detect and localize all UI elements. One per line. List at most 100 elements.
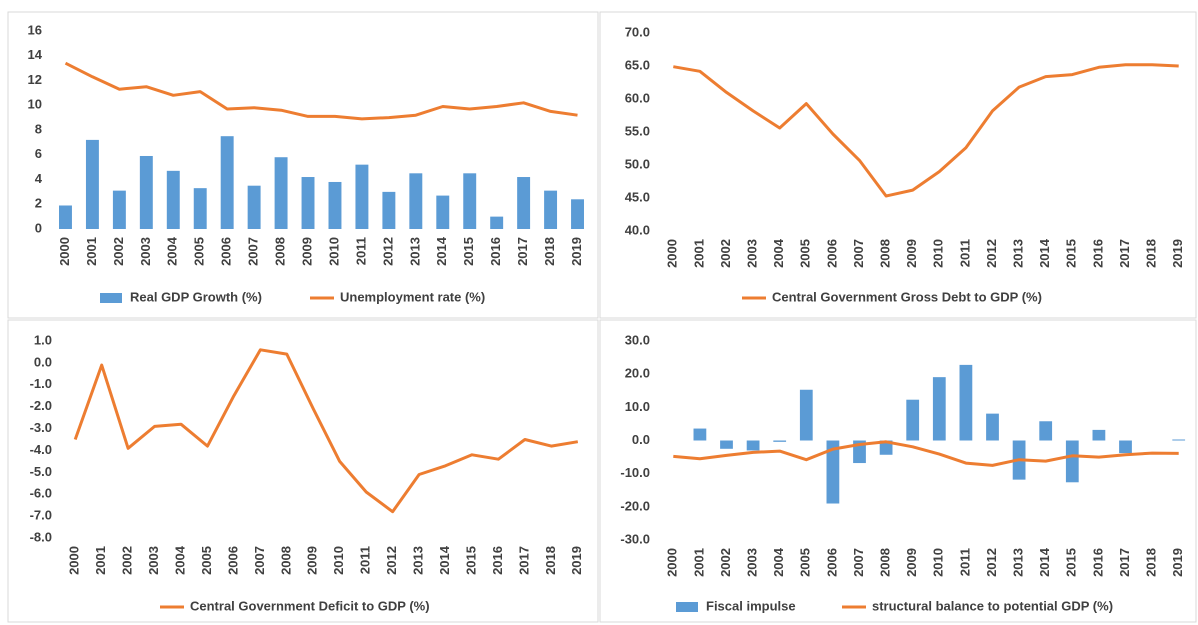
y-tick-label: 8: [35, 121, 42, 136]
y-tick-label: 30.0: [625, 332, 650, 347]
x-tick-label: 2013: [1011, 239, 1026, 268]
x-tick-label: 2018: [543, 546, 558, 575]
x-tick-label: 2012: [984, 548, 999, 577]
x-tick-label: 2012: [984, 239, 999, 268]
y-tick-label: 50.0: [625, 156, 650, 171]
y-tick-label: -2.0: [30, 398, 52, 413]
y-tick-label: 12: [28, 72, 42, 87]
bar: [112, 190, 126, 229]
x-tick-label: 2010: [331, 546, 346, 575]
legend-label: Real GDP Growth (%): [130, 289, 262, 304]
panel: [599, 11, 1197, 319]
x-tick-label: 2012: [384, 546, 399, 575]
bar: [986, 413, 999, 441]
bar: [490, 216, 504, 229]
y-tick-label: 20.0: [625, 366, 650, 381]
x-tick-label: 2015: [463, 546, 478, 575]
legend-label: Unemployment rate (%): [340, 289, 485, 304]
x-tick-label: 2018: [1144, 548, 1159, 577]
bar: [139, 155, 153, 229]
bar: [1039, 421, 1053, 441]
x-tick-label: 2002: [120, 546, 135, 575]
x-tick-label: 2006: [824, 548, 839, 577]
x-tick-label: 2002: [718, 239, 733, 268]
x-tick-label: 2015: [461, 237, 476, 266]
y-tick-label: -1.0: [30, 376, 52, 391]
x-tick-label: 2014: [437, 545, 452, 575]
x-tick-label: 2000: [57, 237, 72, 266]
bar: [193, 188, 207, 229]
y-tick-label: 0.0: [632, 432, 650, 447]
bar: [1119, 440, 1132, 454]
x-tick-label: 2017: [1117, 548, 1132, 577]
x-tick-label: 2004: [165, 236, 180, 266]
y-tick-label: 10.0: [625, 399, 650, 414]
y-tick-label: 0.0: [34, 354, 52, 369]
y-tick-label: 55.0: [625, 123, 650, 138]
bar: [301, 177, 315, 229]
x-tick-label: 2005: [798, 548, 813, 577]
x-tick-label: 2001: [691, 548, 706, 577]
bar: [720, 440, 733, 449]
bar: [746, 440, 760, 451]
x-tick-label: 2016: [1090, 239, 1105, 268]
x-tick-label: 2015: [1064, 239, 1079, 268]
y-tick-label: 60.0: [625, 90, 650, 105]
x-tick-label: 2016: [488, 237, 503, 266]
x-tick-label: 2005: [199, 546, 214, 575]
y-tick-label: -6.0: [30, 486, 52, 501]
x-tick-label: 2001: [691, 239, 706, 268]
y-tick-label: 40.0: [625, 222, 650, 237]
bar: [693, 428, 707, 441]
bar: [220, 136, 234, 229]
x-tick-label: 2008: [878, 239, 893, 268]
y-tick-label: -3.0: [30, 420, 52, 435]
y-tick-label: -30.0: [620, 531, 650, 546]
legend-label: Central Government Deficit to GDP (%): [190, 598, 430, 613]
bar: [879, 440, 893, 455]
x-tick-label: 2006: [824, 239, 839, 268]
bar: [773, 440, 787, 442]
y-tick-label: 10: [28, 97, 42, 112]
x-tick-label: 2009: [904, 239, 919, 268]
legend-swatch: [676, 602, 698, 612]
bar: [463, 173, 477, 229]
panel: [599, 319, 1197, 623]
y-tick-label: -20.0: [620, 498, 650, 513]
x-tick-label: 2016: [490, 546, 505, 575]
x-tick-label: 2011: [358, 546, 373, 574]
x-tick-label: 2007: [246, 237, 261, 266]
y-tick-label: 45.0: [625, 189, 650, 204]
x-tick-label: 2017: [516, 546, 531, 575]
x-tick-label: 2007: [851, 548, 866, 577]
x-tick-label: 2018: [542, 237, 557, 266]
x-tick-label: 2011: [957, 239, 972, 267]
x-tick-label: 2008: [273, 237, 288, 266]
legend-label: Central Government Gross Debt to GDP (%): [772, 289, 1042, 304]
bar: [571, 199, 584, 229]
y-tick-label: -5.0: [30, 464, 52, 479]
x-tick-label: 2006: [219, 237, 234, 266]
x-tick-label: 2008: [278, 546, 293, 575]
x-tick-label: 2000: [67, 546, 82, 575]
legend-label: Fiscal impulse: [706, 598, 796, 613]
y-tick-label: 14: [28, 47, 43, 62]
x-tick-label: 2002: [111, 237, 126, 266]
x-tick-label: 2009: [305, 546, 320, 575]
y-tick-label: 2: [35, 196, 42, 211]
y-tick-label: 4: [35, 171, 43, 186]
x-tick-label: 2006: [225, 546, 240, 575]
bar: [409, 173, 423, 229]
bar: [517, 177, 531, 229]
bar: [436, 195, 450, 229]
x-tick-label: 2010: [326, 237, 341, 266]
x-tick-label: 2004: [771, 547, 786, 577]
panel: [7, 319, 599, 623]
x-tick-label: 2015: [1064, 548, 1079, 577]
x-tick-label: 2019: [569, 546, 584, 575]
x-tick-label: 2008: [878, 548, 893, 577]
bar: [274, 157, 288, 229]
bar: [959, 364, 973, 441]
